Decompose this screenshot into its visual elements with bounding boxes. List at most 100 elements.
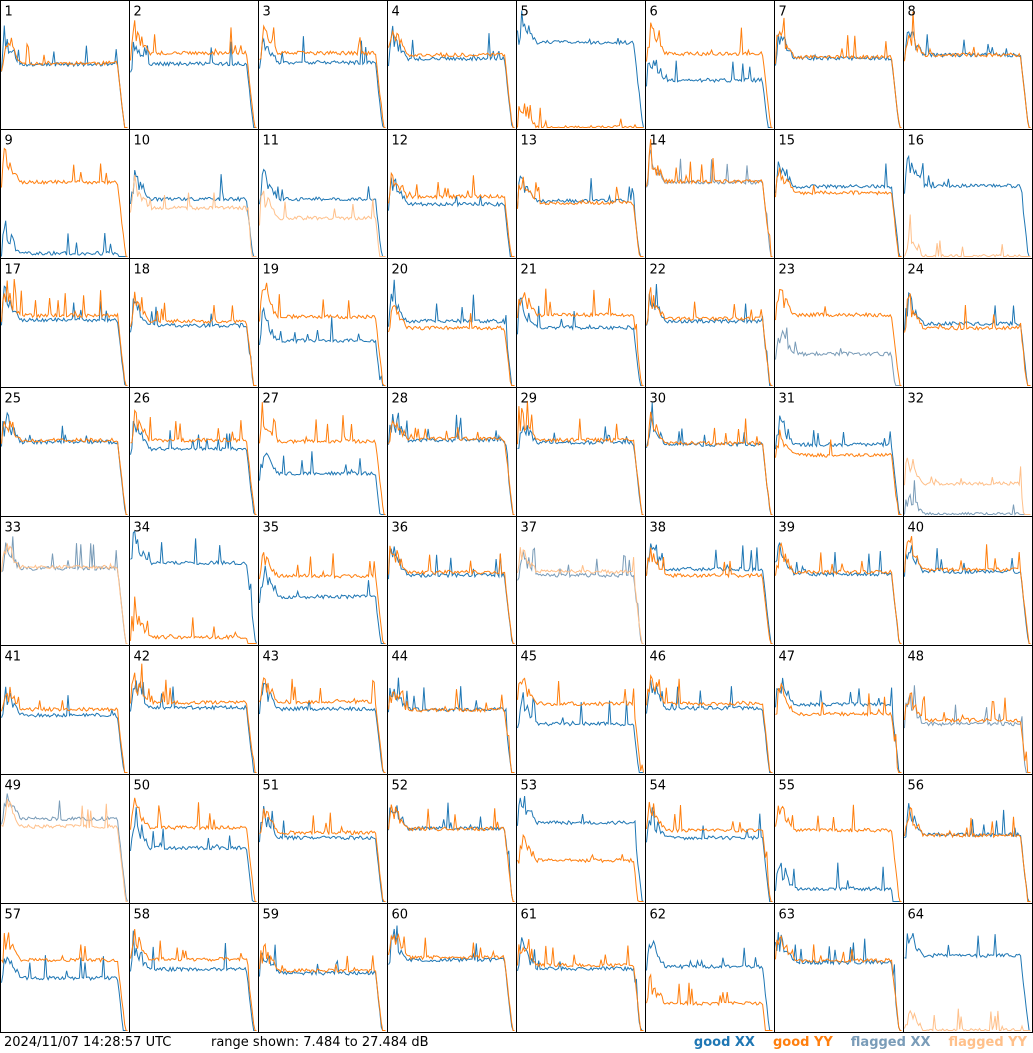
- panel-52-frame: [387, 774, 517, 904]
- panel-33-label: 33: [5, 521, 22, 536]
- panel-27-label: 27: [263, 392, 280, 407]
- panel-32-xx-line: [904, 480, 1031, 516]
- panel-14-xx-line: [646, 149, 773, 257]
- panel-3-yy-line: [259, 24, 386, 128]
- panel-28-yy-line: [388, 419, 515, 515]
- panel-46-xx-line: [646, 679, 773, 773]
- panel-6-yy-line: [646, 22, 773, 128]
- panel-10-yy-line: [130, 174, 257, 257]
- panel-52-yy-line: [388, 804, 515, 902]
- panel-38-xx-line: [646, 543, 773, 644]
- panel-41-xx-line: [1, 686, 128, 773]
- panel-40-label: 40: [908, 521, 925, 536]
- panel-37-xx-line: [517, 547, 644, 644]
- panel-43-yy-line: [259, 677, 386, 773]
- panel-61-label: 61: [521, 908, 538, 923]
- panel-48-frame: [903, 645, 1033, 775]
- panel-4-xx-line: [388, 25, 515, 128]
- panel-42-yy-line: [130, 663, 257, 773]
- panel-38-frame: [645, 516, 775, 646]
- panel-63-yy-line: [775, 935, 902, 1031]
- panel-44-yy-line: [388, 689, 515, 773]
- panel-44-label: 44: [392, 650, 409, 665]
- panel-4-label: 4: [392, 5, 400, 20]
- panel-34-label: 34: [134, 521, 151, 536]
- panel-29: 29: [516, 387, 646, 517]
- panel-5-frame: [516, 0, 646, 130]
- panel-3: 3: [258, 0, 388, 130]
- panel-1-xx-line: [1, 25, 128, 128]
- panel-53-label: 53: [521, 779, 538, 794]
- panel-28-frame: [387, 387, 517, 517]
- panel-45: 45: [516, 645, 646, 775]
- legend: good XX good YY flagged XX flagged YY: [676, 1035, 1027, 1050]
- panel-59-xx-line: [259, 944, 386, 1031]
- panel-19-yy-line: [259, 282, 386, 386]
- panel-63-xx-line: [775, 932, 902, 1031]
- panel-6-xx-line: [646, 59, 773, 128]
- panel-47-label: 47: [779, 650, 796, 665]
- panel-52: 52: [387, 774, 517, 904]
- panel-21-yy-line: [517, 288, 644, 386]
- panel-17-yy-line: [1, 278, 128, 386]
- panel-31-yy-line: [775, 429, 902, 515]
- panel-44: 44: [387, 645, 517, 775]
- panel-16: 16: [903, 129, 1033, 259]
- panel-22: 22: [645, 258, 775, 388]
- panel-26-xx-line: [130, 420, 257, 515]
- panel-55: 55: [774, 774, 904, 904]
- panel-6-frame: [645, 0, 775, 130]
- panel-22-frame: [645, 258, 775, 388]
- panel-51-xx-line: [259, 806, 386, 902]
- panel-13: 13: [516, 129, 646, 259]
- panel-9-xx-line: [1, 220, 128, 257]
- panel-46-yy-line: [646, 674, 773, 773]
- panel-15-label: 15: [779, 134, 796, 149]
- panel-34-xx-line: [130, 530, 257, 644]
- panel-50: 50: [129, 774, 259, 904]
- panel-29-frame: [516, 387, 646, 517]
- panel-12-xx-line: [388, 177, 515, 257]
- panel-50-label: 50: [134, 779, 151, 794]
- panel-54-yy-line: [646, 801, 773, 902]
- panel-56-label: 56: [908, 779, 925, 794]
- panel-37-label: 37: [521, 521, 538, 536]
- panel-18-xx-line: [130, 298, 257, 386]
- panel-2-label: 2: [134, 5, 142, 20]
- panel-54: 54: [645, 774, 775, 904]
- panel-58: 58: [129, 903, 259, 1033]
- panel-13-yy-line: [517, 176, 644, 257]
- panel-18-frame: [129, 258, 259, 388]
- panel-39-xx-line: [775, 542, 902, 644]
- panel-26: 26: [129, 387, 259, 517]
- panel-61: 61: [516, 903, 646, 1033]
- legend-good-yy: good YY: [772, 1035, 833, 1050]
- panel-7-yy-line: [775, 17, 902, 128]
- panel-62: 62: [645, 903, 775, 1033]
- panel-23-label: 23: [779, 263, 796, 278]
- panel-51-yy-line: [259, 808, 386, 902]
- panel-57-frame: [0, 903, 130, 1033]
- legend-flagged-yy: flagged YY: [948, 1035, 1028, 1050]
- panel-58-yy-line: [130, 929, 257, 1031]
- panel-53-xx-line: [517, 796, 644, 902]
- panel-60: 60: [387, 903, 517, 1033]
- panel-19-label: 19: [263, 263, 280, 278]
- panel-21-frame: [516, 258, 646, 388]
- panel-1-label: 1: [5, 5, 13, 20]
- panel-59-yy-line: [259, 942, 386, 1031]
- panel-11-label: 11: [263, 134, 280, 149]
- panel-43-label: 43: [263, 650, 280, 665]
- panel-18-label: 18: [134, 263, 151, 278]
- panel-7-label: 7: [779, 5, 787, 20]
- panel-36-yy-line: [388, 545, 515, 644]
- panel-25-frame: [0, 387, 130, 517]
- panel-10-label: 10: [134, 134, 151, 149]
- panel-45-label: 45: [521, 650, 538, 665]
- panel-42-xx-line: [130, 680, 257, 773]
- panel-45-xx-line: [517, 692, 644, 773]
- panel-61-xx-line: [517, 937, 644, 1031]
- panel-16-label: 16: [908, 134, 925, 149]
- legend-flagged-xx: flagged XX: [850, 1035, 931, 1050]
- panel-56: 56: [903, 774, 1033, 904]
